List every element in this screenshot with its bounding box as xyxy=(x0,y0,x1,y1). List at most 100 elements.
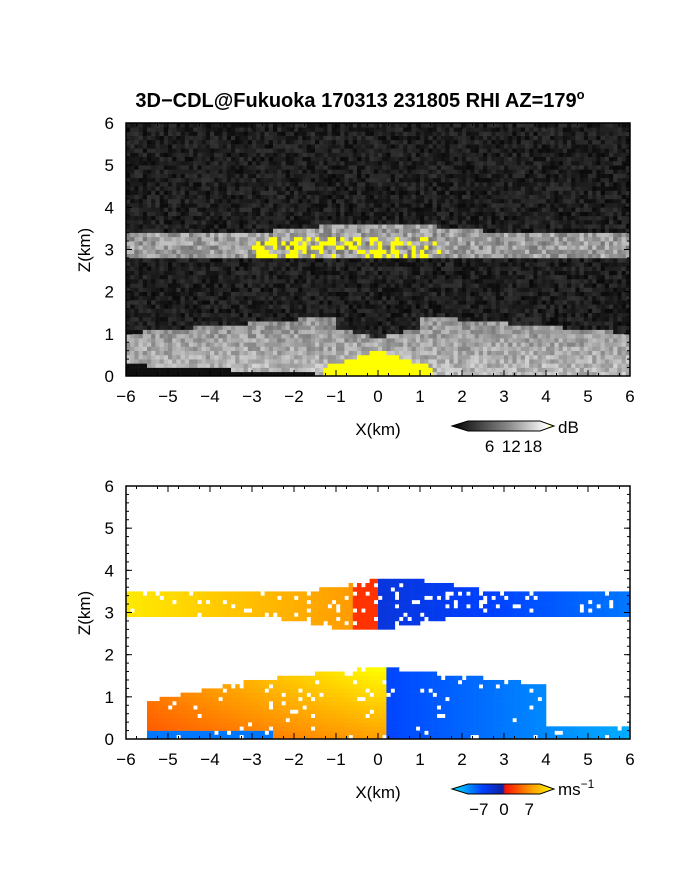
reflectivity-cell xyxy=(348,207,354,212)
reflectivity-cell xyxy=(436,139,442,145)
reflectivity-cell xyxy=(201,249,207,255)
reflectivity-cell xyxy=(147,148,152,153)
reflectivity-cell xyxy=(357,194,362,200)
reflectivity-cell xyxy=(268,257,274,263)
reflectivity-cell xyxy=(315,236,320,242)
reflectivity-cell xyxy=(445,236,450,242)
reflectivity-cell xyxy=(424,249,429,255)
reflectivity-cell xyxy=(243,198,249,204)
reflectivity-cell xyxy=(163,148,169,153)
reflectivity-cell xyxy=(289,312,295,318)
reflectivity-cell xyxy=(168,249,173,255)
reflectivity-cell xyxy=(331,156,337,162)
reflectivity-cell xyxy=(201,148,207,153)
reflectivity-cell xyxy=(352,300,358,305)
reflectivity-cell xyxy=(424,186,429,191)
reflectivity-cell xyxy=(218,257,223,263)
reflectivity-cell xyxy=(369,224,375,229)
reflectivity-cell xyxy=(403,291,408,297)
reflectivity-cell xyxy=(201,177,207,183)
reflectivity-cell xyxy=(399,270,404,276)
reflectivity-cell xyxy=(453,148,459,153)
reflectivity-cell xyxy=(340,321,345,326)
reflectivity-cell xyxy=(130,131,135,136)
reflectivity-cell xyxy=(394,283,400,288)
reflectivity-cell xyxy=(222,203,228,208)
reflectivity-cell xyxy=(180,304,186,309)
reflectivity-cell xyxy=(327,249,333,255)
reflectivity-cell xyxy=(214,169,219,174)
reflectivity-cell xyxy=(344,304,349,309)
reflectivity-cell xyxy=(365,270,370,276)
reflectivity-cell xyxy=(373,232,379,238)
reflectivity-cell xyxy=(457,346,463,351)
reflectivity-cell xyxy=(126,346,131,351)
reflectivity-cell xyxy=(256,304,261,309)
reflectivity-cell xyxy=(457,363,463,368)
reflectivity-cell xyxy=(260,236,265,242)
reflectivity-cell xyxy=(424,300,429,305)
reflectivity-cell xyxy=(268,219,274,225)
reflectivity-cell xyxy=(441,300,446,305)
reflectivity-cell xyxy=(415,308,421,314)
reflectivity-cell xyxy=(264,215,270,221)
reflectivity-cell xyxy=(403,127,408,132)
reflectivity-cell xyxy=(344,287,349,292)
reflectivity-cell xyxy=(184,321,190,326)
reflectivity-cell xyxy=(260,215,265,221)
reflectivity-cell xyxy=(193,182,198,187)
reflectivity-cell xyxy=(180,194,186,200)
reflectivity-cell xyxy=(361,354,366,360)
reflectivity-cell xyxy=(411,173,417,179)
reflectivity-cell xyxy=(466,144,471,149)
reflectivity-cell xyxy=(407,295,412,301)
reflectivity-cell xyxy=(315,354,320,360)
reflectivity-cell xyxy=(357,139,362,145)
reflectivity-cell xyxy=(189,291,194,297)
reflectivity-cell xyxy=(235,338,240,343)
reflectivity-cell xyxy=(327,219,333,225)
reflectivity-cell xyxy=(424,279,429,284)
reflectivity-cell xyxy=(163,207,169,212)
reflectivity-cell xyxy=(197,173,202,179)
reflectivity-cell xyxy=(210,325,215,330)
reflectivity-cell xyxy=(453,304,459,309)
reflectivity-cell xyxy=(134,283,139,288)
reflectivity-cell xyxy=(386,338,391,343)
reflectivity-cell xyxy=(218,245,223,250)
reflectivity-cell xyxy=(390,198,396,204)
reflectivity-cell xyxy=(310,304,316,309)
reflectivity-cell xyxy=(361,342,366,347)
reflectivity-cell xyxy=(285,367,291,373)
reflectivity-cell xyxy=(147,295,152,301)
reflectivity-cell xyxy=(457,257,463,263)
reflectivity-cell xyxy=(390,262,396,267)
reflectivity-cell xyxy=(142,144,148,149)
reflectivity-cell xyxy=(453,316,459,322)
reflectivity-cell xyxy=(352,274,358,280)
reflectivity-cell xyxy=(302,135,307,141)
reflectivity-cell xyxy=(474,342,480,347)
reflectivity-cell xyxy=(411,350,417,356)
reflectivity-cell xyxy=(466,359,471,364)
reflectivity-cell xyxy=(310,232,316,238)
reflectivity-cell xyxy=(277,354,282,360)
reflectivity-cell xyxy=(294,266,299,271)
reflectivity-cell xyxy=(302,312,307,318)
reflectivity-cell xyxy=(176,350,181,356)
reflectivity-cell xyxy=(184,152,190,158)
reflectivity-cell xyxy=(302,287,307,292)
reflectivity-cell xyxy=(394,245,400,250)
reflectivity-cell xyxy=(176,156,181,162)
reflectivity-cell xyxy=(231,241,236,246)
reflectivity-cell xyxy=(264,173,270,179)
reflectivity-cell xyxy=(252,215,257,221)
reflectivity-cell xyxy=(277,283,282,288)
reflectivity-cell xyxy=(205,241,211,246)
reflectivity-cell xyxy=(226,295,232,301)
reflectivity-cell xyxy=(445,131,450,136)
reflectivity-cell xyxy=(289,321,295,326)
reflectivity-cell xyxy=(264,123,270,128)
reflectivity-cell xyxy=(411,219,417,225)
reflectivity-cell xyxy=(348,287,354,292)
